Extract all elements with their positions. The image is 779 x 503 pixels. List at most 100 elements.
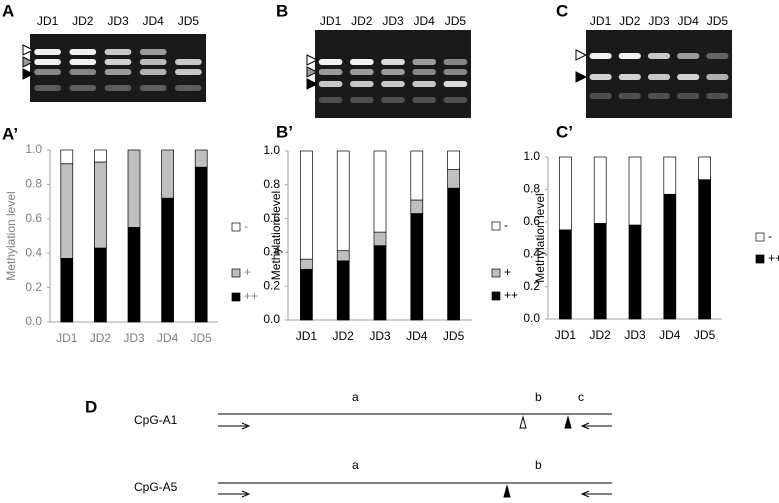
x-tick-label: JD5	[694, 328, 716, 342]
gel-band	[349, 97, 374, 103]
x-tick-label: JD1	[296, 329, 318, 343]
gel-band	[412, 81, 437, 87]
gel-band	[104, 69, 132, 75]
gel-band	[677, 74, 700, 80]
bar-segment	[300, 258, 313, 270]
gel-image	[30, 34, 206, 102]
y-tick-label: 0.4	[263, 245, 280, 259]
gel-band	[618, 74, 641, 80]
bar-segment	[194, 149, 208, 168]
gel-band	[412, 97, 437, 103]
legend-swatch	[231, 292, 241, 302]
legend-swatch	[491, 291, 501, 301]
panel-label: A	[2, 1, 14, 20]
lane-label: JD3	[382, 14, 404, 28]
bar-segment	[410, 199, 424, 214]
lane-label: JD1	[320, 14, 342, 28]
bar-segment	[663, 193, 677, 320]
gel-band	[318, 59, 343, 65]
lane-label: JD5	[445, 14, 467, 28]
legend-swatch	[491, 221, 501, 231]
construct-name: CpG-A1	[134, 413, 178, 427]
x-tick-label: JD3	[369, 329, 391, 343]
bar-segment	[559, 229, 572, 320]
panel-label: C	[556, 1, 568, 20]
y-axis-title: Methylation level	[4, 191, 18, 280]
x-tick-label: JD4	[659, 328, 681, 342]
bar-segment	[628, 224, 642, 320]
gel-band	[412, 59, 437, 65]
gel-band	[589, 53, 612, 59]
x-tick-label: JD1	[555, 328, 577, 342]
x-tick-label: JD4	[157, 331, 179, 345]
bar-segment	[447, 187, 460, 321]
gel-band	[318, 81, 343, 87]
primer-arrow	[241, 422, 251, 430]
gel-band	[647, 93, 671, 99]
gel-band	[706, 53, 729, 59]
bar-segment	[194, 166, 208, 323]
gel-band	[647, 74, 671, 80]
gel-band	[381, 81, 405, 87]
gel-band	[589, 93, 612, 99]
gel-band	[647, 53, 671, 59]
lane-label: JD3	[648, 14, 670, 28]
bar-segment	[410, 150, 424, 201]
y-tick-label: 0.0	[25, 314, 42, 328]
gel-band	[589, 74, 612, 80]
lane-label: JD1	[37, 14, 59, 28]
lane-label: JD1	[590, 14, 612, 28]
gel-band	[381, 97, 405, 103]
x-tick-label: JD2	[333, 329, 355, 343]
bar-segment	[698, 179, 711, 320]
legend-swatch	[755, 232, 765, 242]
gel-band	[34, 69, 61, 75]
panel-label: A’	[2, 124, 18, 143]
gel-band	[706, 74, 729, 80]
site-label: b	[535, 390, 542, 404]
gel-band	[139, 85, 167, 91]
gel-band	[175, 85, 202, 91]
legend-label: -	[768, 229, 772, 243]
gel-band	[139, 49, 167, 55]
legend-label: ++	[768, 251, 779, 265]
lane-label: JD2	[619, 14, 641, 28]
lane-label: JD4	[678, 14, 700, 28]
lane-label: JD5	[707, 14, 729, 28]
gel-band	[139, 69, 167, 75]
legend-label: -	[504, 218, 508, 232]
site-marker	[519, 415, 527, 429]
panel-label: B’	[276, 122, 293, 141]
gel-band	[677, 93, 700, 99]
lane-label: JD2	[72, 14, 94, 28]
y-tick-label: 0.4	[25, 245, 42, 259]
x-tick-label: JD3	[123, 331, 145, 345]
gel-band	[104, 85, 132, 91]
lane-label: JD5	[178, 14, 200, 28]
gel-band	[349, 81, 374, 87]
gel-band	[349, 69, 374, 75]
y-tick-label: 0.6	[523, 214, 540, 228]
band-arrowhead	[575, 49, 588, 61]
x-tick-label: JD5	[443, 329, 465, 343]
bar-segment	[373, 150, 387, 233]
y-axis-title: Methylation level	[533, 193, 547, 282]
gel-band	[618, 53, 641, 59]
bar-segment	[593, 156, 607, 224]
site-marker	[503, 484, 511, 498]
y-tick-label: 0.8	[25, 177, 42, 191]
gel-band	[69, 69, 97, 75]
lane-label: JD3	[107, 14, 129, 28]
bar-segment	[127, 149, 141, 228]
y-tick-label: 0.6	[263, 211, 280, 225]
bar-segment	[94, 247, 107, 323]
band-arrowhead	[575, 71, 588, 83]
bar-segment	[698, 156, 711, 181]
y-tick-label: 0.2	[25, 280, 42, 294]
band-arrowhead	[22, 44, 35, 56]
bar-segment	[373, 245, 387, 321]
diagram	[218, 413, 612, 498]
lane-label: JD4	[143, 14, 165, 28]
x-tick-label: JD4	[406, 329, 428, 343]
lane-label: JD2	[351, 14, 373, 28]
